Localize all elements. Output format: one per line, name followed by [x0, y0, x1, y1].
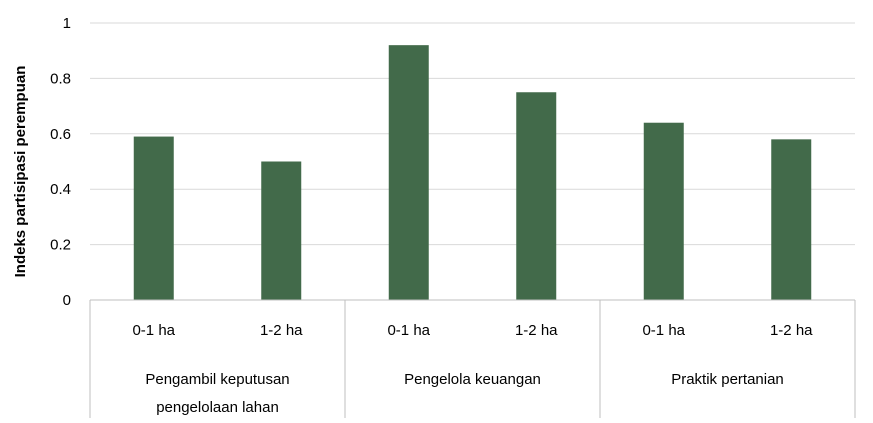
x-tick-label: 1-2 ha [515, 322, 558, 339]
group-label: Pengambil keputusan [145, 371, 289, 388]
x-tick-label: 1-2 ha [770, 322, 813, 339]
bar [643, 122, 684, 300]
y-tick-label: 0.2 [50, 237, 71, 254]
y-tick-label: 0 [63, 292, 71, 309]
group-label: Praktik pertanian [671, 371, 784, 388]
bar [261, 161, 302, 300]
x-tick-label: 0-1 ha [642, 322, 685, 339]
bar [516, 92, 557, 300]
bar [133, 136, 174, 300]
x-tick-label: 0-1 ha [132, 322, 175, 339]
y-tick-label: 1 [63, 15, 71, 32]
y-axis-title: Indeks partisipasi perempuan [12, 66, 29, 278]
y-tick-label: 0.4 [50, 181, 71, 198]
group-label: pengelolaan lahan [156, 399, 279, 416]
x-tick-label: 1-2 ha [260, 322, 303, 339]
gridlines [90, 22, 855, 246]
group-label: Pengelola keuangan [404, 371, 541, 388]
axes: 0 0.2 0.4 0.6 0.8 1 0-1 ha 1-2 ha 0-1 ha 1-2 ha 0-… [50, 15, 856, 418]
y-tick-label: 0.8 [50, 70, 71, 87]
y-tick-label: 0.6 [50, 126, 71, 143]
x-tick-label: 0-1 ha [387, 322, 430, 339]
bars [133, 45, 812, 300]
bar [771, 139, 812, 300]
bar [388, 45, 429, 300]
